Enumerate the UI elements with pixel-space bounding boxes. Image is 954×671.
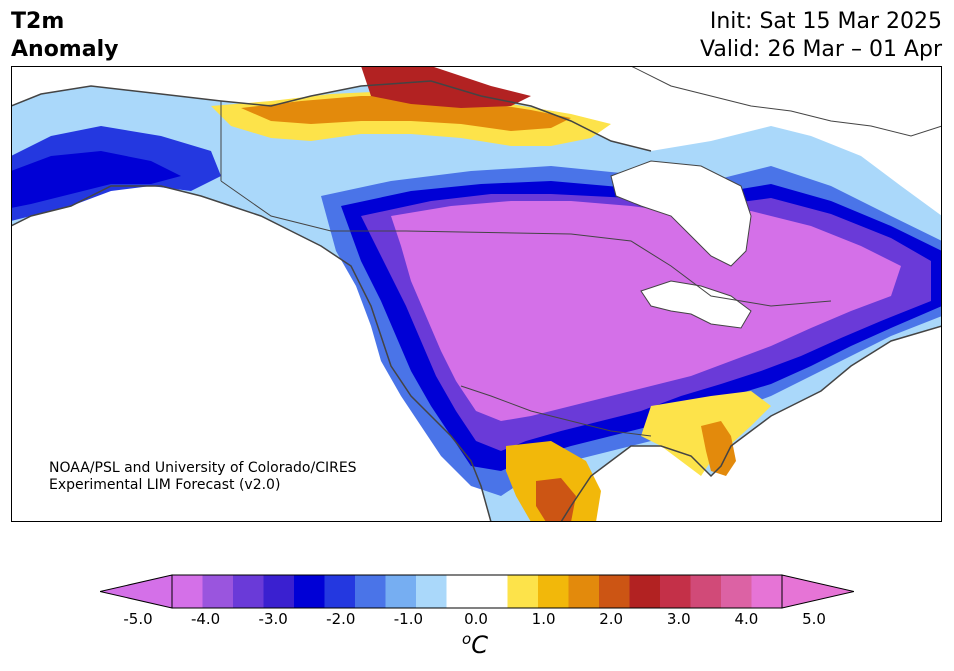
colorbar-cell xyxy=(324,575,356,608)
colorbar-cell xyxy=(416,575,447,608)
colorbar-right-arrow xyxy=(781,574,854,609)
colorbar-cell xyxy=(599,575,630,608)
country-borders xyxy=(220,101,832,437)
credit-line-2: Experimental LIM Forecast (v2.0) xyxy=(49,477,281,493)
colorbar-tick-label: 5.0 xyxy=(802,610,826,628)
credit-text: NOAA/PSL and University of Colorado/CIRE… xyxy=(49,460,357,494)
greenland xyxy=(630,66,942,137)
colorbar xyxy=(100,574,854,609)
colorbar-tick-label: 0.0 xyxy=(464,610,488,628)
florida-warm xyxy=(701,421,736,476)
colorbar-cell xyxy=(568,575,600,608)
forecast-dates: Init: Sat 15 Mar 2025 Valid: 26 Mar – 01… xyxy=(700,8,942,64)
colorbar-tick-label: 3.0 xyxy=(666,610,691,628)
colorbar-cell xyxy=(477,575,508,608)
colorbar-left-arrow xyxy=(100,574,173,609)
colorbar-cell xyxy=(507,575,539,608)
cold-zone-core xyxy=(391,201,901,421)
colorbar-tick-label: 1.0 xyxy=(531,610,556,628)
colorbar-tick-label: 4.0 xyxy=(734,610,759,628)
colorbar-cell xyxy=(690,575,722,608)
colorbar-tick-label: -4.0 xyxy=(190,610,221,628)
colorbar-cell xyxy=(294,575,325,608)
coastline xyxy=(11,80,942,522)
colorbar-units: oC xyxy=(462,630,488,659)
map-title: T2m Anomaly xyxy=(11,8,118,64)
units-letter: C xyxy=(471,631,488,659)
colorbar-tick-label: -2.0 xyxy=(326,610,356,628)
units-degree: o xyxy=(462,630,472,648)
colorbar-frame xyxy=(171,574,783,609)
great-lakes xyxy=(640,280,752,329)
colorbar-cell xyxy=(202,575,234,608)
anomaly-map xyxy=(11,66,942,522)
init-date: Init: Sat 15 Mar 2025 xyxy=(709,9,942,34)
colorbar-cell xyxy=(751,575,783,608)
colorbar-cell xyxy=(385,575,417,608)
colorbar-cell xyxy=(233,575,264,608)
title-line-2: Anomaly xyxy=(11,37,119,62)
colorbar-cell xyxy=(629,575,661,608)
colorbar-cell xyxy=(721,575,752,608)
credit-line-1: NOAA/PSL and University of Colorado/CIRE… xyxy=(49,460,357,476)
colorbar-tick-labels: -5.0 -4.0 -3.0 -2.0 -1.0 0.0 1.0 2.0 3.0 4.0 5.0 xyxy=(0,610,954,630)
colorbar-tick-label: -5.0 xyxy=(123,610,153,628)
colorbar-tick-label: 2.0 xyxy=(599,610,624,628)
colorbar-tick-label: -1.0 xyxy=(393,610,424,628)
colorbar-cell xyxy=(660,575,691,608)
colorbar-tick-label: -3.0 xyxy=(258,610,288,628)
mexico-core xyxy=(536,478,576,522)
colorbar-cell xyxy=(263,575,295,608)
alaska-core xyxy=(11,151,181,208)
title-line-1: T2m xyxy=(11,9,65,34)
valid-range: Valid: 26 Mar – 01 Apr xyxy=(700,37,942,62)
colorbar-cell xyxy=(172,575,203,608)
colorbar-cell xyxy=(446,575,478,608)
colorbar-cell xyxy=(355,575,386,608)
colorbar-cell xyxy=(538,575,569,608)
hudson-bay xyxy=(610,160,752,267)
colorbar-cells xyxy=(172,575,783,608)
